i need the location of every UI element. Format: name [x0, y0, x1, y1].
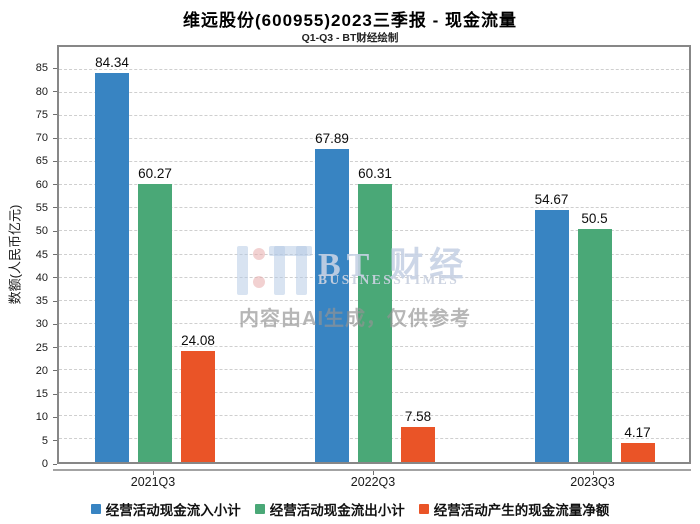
bar-value-label: 7.58: [404, 409, 432, 425]
x-tick-mark: [592, 471, 594, 475]
plot-area: 84.34 60.27 24.08 67.89 60.31 7.58 54.67 50.5 4.…: [57, 45, 691, 464]
bar-group-2022Q3: 67.89 60.31 7.58: [315, 47, 435, 462]
y-tick-label: 30: [35, 318, 48, 331]
gridline: [59, 161, 689, 163]
chart-subtitle: Q1-Q3 - BT财经绘制: [301, 32, 399, 44]
gridline: [59, 115, 689, 117]
y-tick-mark: [53, 323, 57, 325]
legend-item[interactable]: 经营活动现金流入小计: [90, 499, 241, 519]
y-tick-mark: [53, 184, 57, 186]
bar-value-label: 54.67: [534, 191, 569, 207]
bar: [315, 148, 349, 462]
chart-title: 维远股份(600955)2023三季报 - 现金流量: [183, 11, 517, 30]
y-tick-mark: [53, 440, 57, 442]
bar-group-2021Q3: 84.34 60.27 24.08: [95, 47, 215, 462]
x-tick-label: 2021Q3: [130, 475, 176, 489]
legend-item[interactable]: 经营活动现金流出小计: [254, 499, 405, 519]
bar: [181, 350, 215, 462]
y-tick-mark: [53, 137, 57, 139]
y-axis: 0 5 10 15 20 25 30 35 40 45 50 55 60 65 70 75 80 85: [0, 45, 57, 470]
bar: [577, 229, 612, 462]
y-tick-label: 75: [35, 108, 48, 121]
y-tick-label: 35: [35, 295, 48, 308]
y-tick-label: 45: [35, 248, 48, 261]
y-tick-label: 15: [35, 388, 48, 401]
bar-value-label: 60.27: [138, 166, 172, 182]
legend-swatch-icon: [254, 504, 265, 514]
y-tick-mark: [53, 463, 57, 465]
legend-label: 经营活动产生的现金流量净额: [433, 503, 610, 518]
legend: 经营活动现金流入小计 经营活动现金流出小计 经营活动产生的现金流量净额: [0, 499, 700, 519]
y-tick-mark: [53, 416, 57, 418]
bar: [620, 442, 655, 462]
y-tick-mark: [53, 254, 57, 255]
bar-groups: 84.34 60.27 24.08 67.89 60.31 7.58 54.67 50.5 4.…: [59, 47, 689, 462]
bar: [534, 209, 569, 462]
bar-value-label: 50.5: [581, 211, 608, 227]
y-tick-mark: [53, 207, 57, 209]
bar-value-label: 4.17: [624, 424, 651, 440]
legend-item[interactable]: 经营活动产生的现金流量净额: [418, 499, 610, 519]
bar: [401, 427, 435, 462]
legend-swatch-icon: [90, 504, 101, 514]
bar-group-2023Q3: 54.67 50.5 4.17: [534, 47, 655, 462]
bar-value-label: 84.34: [95, 55, 129, 71]
y-tick-label: 55: [35, 201, 48, 214]
y-tick-mark: [53, 393, 57, 395]
gridline: [59, 92, 689, 94]
y-tick-mark: [53, 114, 57, 116]
y-tick-label: 85: [35, 62, 48, 75]
y-tick-label: 0: [41, 458, 48, 470]
y-tick-label: 10: [35, 411, 48, 424]
y-tick-label: 60: [35, 178, 48, 191]
x-tick-mark: [153, 471, 154, 475]
legend-swatch-icon: [418, 504, 429, 514]
y-tick-mark: [53, 91, 57, 93]
y-tick-label: 50: [35, 225, 48, 238]
legend-label: 经营活动现金流出小计: [269, 503, 405, 518]
y-tick-mark: [53, 347, 57, 349]
y-tick-mark: [53, 277, 57, 279]
y-tick-mark: [53, 370, 57, 372]
bar-value-label: 60.31: [358, 165, 392, 181]
y-tick-mark: [53, 160, 57, 162]
bar-value-label: 24.08: [181, 332, 215, 348]
x-tick-mark: [373, 471, 374, 475]
bar: [95, 73, 129, 462]
y-tick-mark: [53, 67, 57, 69]
y-tick-label: 70: [35, 132, 48, 145]
y-tick-mark: [53, 300, 57, 302]
y-tick-label: 25: [35, 341, 48, 354]
gridline: [59, 69, 689, 71]
bar: [138, 184, 172, 462]
x-tick-label: 2022Q3: [350, 475, 396, 489]
y-tick-label: 5: [41, 434, 48, 447]
x-axis-line: [53, 469, 691, 471]
legend-label: 经营活动现金流入小计: [105, 503, 241, 518]
bar-value-label: 67.89: [315, 130, 349, 146]
y-tick-label: 80: [35, 85, 48, 98]
gridline: [59, 138, 689, 140]
y-tick-label: 65: [35, 155, 48, 168]
y-tick-label: 40: [35, 271, 48, 284]
bar: [358, 183, 392, 462]
y-tick-label: 20: [35, 364, 48, 377]
x-tick-label: 2023Q3: [570, 475, 615, 489]
y-tick-mark: [53, 230, 57, 232]
